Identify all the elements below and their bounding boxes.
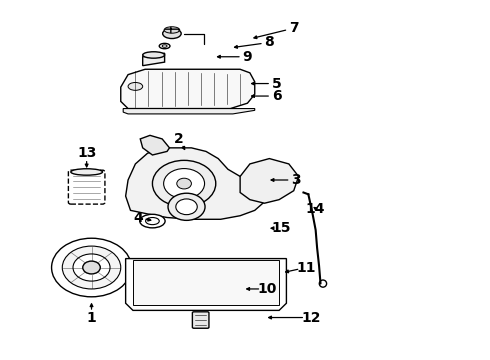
Ellipse shape [162, 45, 167, 47]
Polygon shape [121, 69, 255, 109]
Ellipse shape [71, 169, 102, 175]
Ellipse shape [128, 82, 143, 90]
Ellipse shape [143, 52, 165, 58]
Ellipse shape [163, 28, 181, 39]
FancyBboxPatch shape [193, 312, 209, 328]
Ellipse shape [140, 214, 165, 228]
Text: 6: 6 [272, 89, 281, 103]
Circle shape [83, 261, 100, 274]
Text: 3: 3 [292, 173, 301, 187]
Polygon shape [240, 158, 298, 203]
Text: 5: 5 [272, 77, 282, 91]
Ellipse shape [146, 217, 159, 225]
Text: 14: 14 [306, 202, 325, 216]
Text: 11: 11 [296, 261, 316, 275]
Circle shape [51, 238, 131, 297]
Text: 2: 2 [174, 132, 184, 146]
Polygon shape [140, 135, 170, 155]
Text: 8: 8 [265, 36, 274, 49]
Circle shape [168, 193, 205, 220]
Text: 12: 12 [301, 311, 320, 324]
Ellipse shape [164, 27, 180, 33]
Circle shape [164, 168, 204, 199]
Text: 10: 10 [257, 282, 277, 296]
Text: 7: 7 [289, 21, 298, 35]
Circle shape [73, 254, 110, 281]
FancyBboxPatch shape [133, 260, 279, 305]
Text: 4: 4 [133, 211, 143, 225]
Circle shape [62, 246, 121, 289]
Circle shape [176, 199, 197, 215]
Text: 15: 15 [272, 221, 291, 235]
Text: 13: 13 [77, 146, 97, 160]
Circle shape [152, 160, 216, 207]
FancyBboxPatch shape [69, 170, 105, 204]
Circle shape [177, 178, 192, 189]
Polygon shape [125, 258, 287, 310]
Text: 1: 1 [87, 311, 97, 324]
Ellipse shape [159, 43, 170, 49]
Polygon shape [123, 109, 255, 114]
Polygon shape [125, 148, 270, 219]
Text: 9: 9 [243, 50, 252, 64]
Polygon shape [143, 53, 165, 66]
